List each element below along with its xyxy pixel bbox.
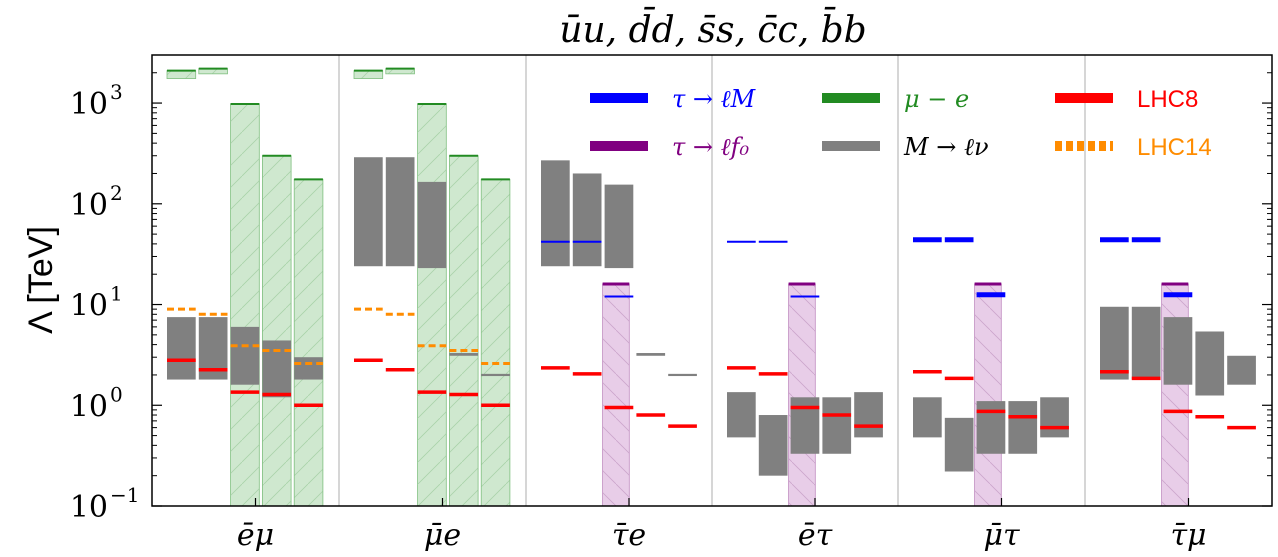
M-lnu-bar bbox=[1163, 317, 1193, 385]
M-lnu-bar bbox=[572, 173, 602, 267]
M-lnu-bar bbox=[354, 157, 383, 267]
y-tick-exponent: 0 bbox=[110, 382, 123, 406]
y-axis-label: Λ [TeV] bbox=[22, 226, 60, 334]
tau-lf0-band-hatch bbox=[788, 283, 816, 506]
mu-e-band-hatch bbox=[481, 179, 510, 507]
M-lnu-bar bbox=[604, 184, 634, 269]
mu-e-band-hatch bbox=[262, 155, 292, 506]
legend-label: μ − e bbox=[904, 85, 969, 113]
M-lnu-bar bbox=[294, 357, 323, 380]
M-lnu-bar bbox=[668, 373, 697, 377]
y-tick-exponent: 1 bbox=[110, 282, 123, 306]
mu-e-band-hatch bbox=[354, 70, 383, 79]
M-lnu-bar bbox=[854, 392, 883, 438]
M-lnu-bar bbox=[976, 401, 1006, 454]
M-lnu-bar bbox=[944, 417, 974, 472]
x-tick-label: τ̄e bbox=[612, 518, 646, 553]
x-tick-label: τ̄μ bbox=[1170, 518, 1206, 553]
chart-title: ūu, d̄d, s̄s, c̄c, b̄b bbox=[559, 7, 866, 51]
x-tick-label: ēμ bbox=[237, 518, 274, 553]
bars-layer bbox=[167, 157, 1256, 476]
x-axis-ticks: ēμ μ̄e τ̄e ēτ μ̄τ τ̄μ bbox=[237, 498, 1207, 553]
plot-frame bbox=[151, 54, 1273, 507]
M-lnu-bar bbox=[913, 397, 942, 438]
M-lnu-bar bbox=[1100, 306, 1129, 380]
M-lnu-bar bbox=[541, 160, 570, 267]
M-lnu-bar bbox=[1227, 355, 1256, 385]
M-lnu-bar bbox=[481, 373, 510, 377]
y-tick-label: 10 bbox=[70, 389, 108, 424]
x-tick-label: μ̄τ bbox=[983, 518, 1019, 553]
M-lnu-bar bbox=[230, 326, 260, 385]
y-tick-exponent: −1 bbox=[110, 483, 139, 507]
mu-e-band-hatch bbox=[198, 68, 228, 74]
M-lnu-bar bbox=[758, 415, 788, 476]
y-tick-label: 10 bbox=[70, 490, 108, 525]
legend: τ → ℓM μ − e LHC8 τ → ℓf₀ M → ℓν LHC14 bbox=[590, 85, 1212, 161]
y-tick-exponent: 3 bbox=[110, 80, 123, 104]
tau-lf0-band-hatch bbox=[974, 283, 1002, 506]
M-lnu-bar bbox=[167, 317, 196, 380]
y-tick-label: 10 bbox=[70, 188, 108, 223]
M-lnu-bar bbox=[385, 157, 415, 267]
M-lnu-bar bbox=[417, 181, 447, 269]
M-lnu-bar bbox=[1008, 401, 1038, 454]
legend-label: τ → ℓf₀ bbox=[672, 133, 750, 161]
limit-lines-layer bbox=[167, 237, 1256, 430]
legend-label: LHC8 bbox=[1137, 86, 1198, 113]
y-tick-label: 10 bbox=[70, 87, 108, 122]
M-lnu-bar bbox=[1040, 397, 1069, 438]
mu-e-band-hatch bbox=[167, 70, 196, 79]
y-tick-exponent: 2 bbox=[110, 181, 123, 205]
mu-e-band-hatch bbox=[385, 68, 415, 74]
x-tick-label: ēτ bbox=[798, 518, 833, 553]
M-lnu-bar bbox=[636, 353, 666, 356]
legend-label: LHC14 bbox=[1137, 134, 1212, 161]
legend-label: τ → ℓM bbox=[672, 85, 757, 113]
mu-e-band-hatch bbox=[294, 179, 323, 507]
M-lnu-bar bbox=[449, 353, 479, 356]
M-lnu-bar bbox=[1195, 331, 1225, 396]
mu-e-band-hatch bbox=[449, 155, 479, 506]
mu-e-band-hatch bbox=[230, 103, 260, 506]
bands-layer bbox=[166, 67, 1189, 507]
M-lnu-bar bbox=[727, 392, 756, 438]
tau-lf0-band-hatch bbox=[602, 283, 630, 506]
legend-label: M → ℓν bbox=[903, 133, 989, 161]
x-tick-label: μ̄e bbox=[424, 518, 461, 553]
mu-e-band-hatch bbox=[417, 103, 447, 506]
y-tick-label: 10 bbox=[70, 289, 108, 324]
M-lnu-bar bbox=[822, 397, 852, 454]
group-separators bbox=[338, 55, 1086, 506]
M-lnu-bar bbox=[1131, 306, 1161, 380]
